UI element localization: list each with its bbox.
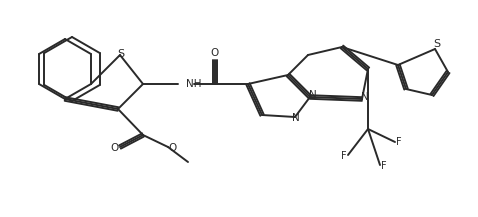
Text: F: F xyxy=(381,161,387,171)
Text: O: O xyxy=(169,143,177,153)
Text: O: O xyxy=(211,48,219,58)
Text: NH: NH xyxy=(186,79,202,89)
Text: N: N xyxy=(292,113,300,123)
Text: N: N xyxy=(309,90,317,100)
Text: O: O xyxy=(111,143,119,153)
Text: F: F xyxy=(341,151,347,161)
Text: S: S xyxy=(434,39,441,49)
Text: S: S xyxy=(118,49,125,59)
Text: F: F xyxy=(396,137,402,147)
Text: N: N xyxy=(361,92,369,102)
